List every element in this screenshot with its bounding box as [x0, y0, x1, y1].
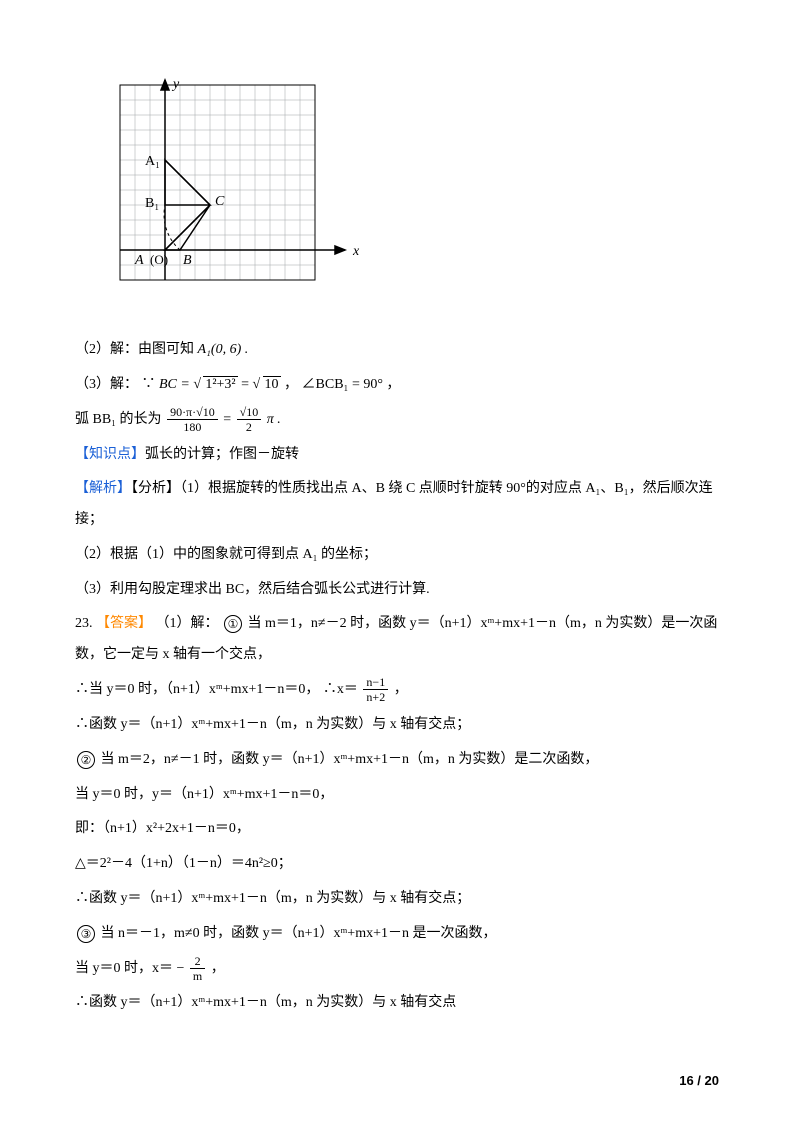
q23-line1: 23. 【答案】 （1）解： ① 当 m＝1，n≠－2 时，函数 y＝（n+1）… [75, 609, 719, 671]
denominator: m [190, 969, 205, 983]
text: ∴当 y＝0 时，（n+1）xᵐ+mx+1－n＝0， ∴x＝ [75, 682, 361, 697]
knowledge-label: 【知识点】 [75, 447, 145, 462]
analysis-line1: 【解析】【分析】（1）根据旋转的性质找出点 A、B 绕 C 点顺时针旋转 90°… [75, 474, 719, 536]
text: 当 m＝2，n≠－1 时，函数 y＝（n+1）xᵐ+mx+1－n（m，n 为实数… [101, 752, 599, 767]
text: 当 y＝0 时，x＝ − [75, 961, 184, 976]
svg-text:A₁: A₁ [145, 154, 160, 169]
analysis-label: 【解析】 [75, 481, 131, 496]
circled-2: ② [77, 751, 95, 769]
svg-text:x: x [352, 244, 360, 259]
analysis-text: 【分析】（1）根据旋转的性质找出点 A、B 绕 C 点顺时针旋转 90°的对应点… [75, 481, 713, 527]
analysis-line2: （2）根据（1）中的图象就可得到点 A₁ 的坐标； [75, 540, 719, 571]
coordinate-graph: x y A₁ B₁ C A (O) B [105, 70, 719, 305]
solution-2: （2）解：由图可知 A₁(0, 6) . [75, 335, 719, 366]
pi: π . [267, 412, 281, 427]
math: BC = [159, 377, 193, 392]
svg-text:B₁: B₁ [145, 196, 159, 211]
q23-line2: ∴当 y＝0 时，（n+1）xᵐ+mx+1－n＝0， ∴x＝ n−1n+2 ， [75, 675, 719, 706]
circled-1: ① [224, 615, 242, 633]
text: （1）解： [156, 616, 219, 631]
page-number: 16 / 20 [679, 1073, 719, 1088]
svg-text:(O): (O) [150, 252, 168, 267]
q23-line3: ∴函数 y＝（n+1）xᵐ+mx+1－n（m，n 为实数）与 x 轴有交点； [75, 710, 719, 741]
denominator: 2 [237, 420, 262, 434]
radicand: 10 [263, 376, 281, 392]
svg-text:A: A [134, 253, 144, 268]
q23-line10: 当 y＝0 时，x＝ − 2m ， [75, 954, 719, 985]
numerator: √10 [237, 405, 262, 420]
svg-text:C: C [215, 194, 225, 209]
text: （3）解： ∵ [75, 377, 156, 392]
page-total: 20 [705, 1073, 719, 1088]
q-number: 23. [75, 616, 93, 631]
page-current: 16 [679, 1073, 693, 1088]
knowledge-text: 弧长的计算；作图－旋转 [145, 447, 299, 462]
answer-label: 【答案】 [96, 616, 152, 631]
q23-line9: ③ 当 n＝－1，m≠0 时，函数 y＝（n+1）xᵐ+mx+1－n 是一次函数… [75, 919, 719, 950]
document-body: （2）解：由图可知 A₁(0, 6) . （3）解： ∵ BC = 1²+3² … [75, 335, 719, 1019]
q23-line8: ∴函数 y＝（n+1）xᵐ+mx+1－n（m，n 为实数）与 x 轴有交点； [75, 884, 719, 915]
q23-line7: △＝2²－4（1+n）（1－n）＝4n²≥0； [75, 849, 719, 880]
q23-line11: ∴函数 y＝（n+1）xᵐ+mx+1－n（m，n 为实数）与 x 轴有交点 [75, 988, 719, 1019]
math: A₁(0, 6) . [198, 342, 249, 357]
denominator: 180 [167, 420, 218, 434]
page-sep: / [694, 1073, 705, 1088]
q23-line4: ② 当 m＝2，n≠－1 时，函数 y＝（n+1）xᵐ+mx+1－n（m，n 为… [75, 745, 719, 776]
circled-3: ③ [77, 925, 95, 943]
analysis-line3: （3）利用勾股定理求出 BC，然后结合弧长公式进行计算. [75, 575, 719, 606]
angle-text: ， ∠BCB₁ = 90° ， [284, 377, 400, 392]
svg-text:B: B [183, 253, 192, 268]
numerator: n−1 [363, 675, 388, 690]
eq: = [223, 412, 234, 427]
q23-line6: 即：（n+1）x²+2x+1－n＝0， [75, 814, 719, 845]
text: ， [394, 682, 408, 697]
numerator: 90·π·√10 [167, 405, 218, 420]
text: 当 n＝－1，m≠0 时，函数 y＝（n+1）xᵐ+mx+1－n 是一次函数， [101, 926, 497, 941]
knowledge-point: 【知识点】弧长的计算；作图－旋转 [75, 440, 719, 471]
text: 弧 BB₁ 的长为 [75, 412, 165, 427]
svg-text:y: y [171, 77, 180, 92]
eq: = [241, 377, 252, 392]
text: ， [211, 961, 225, 976]
radicand: 1²+3² [203, 376, 237, 392]
denominator: n+2 [363, 690, 388, 704]
solution-3-line2: 弧 BB₁ 的长为 90·π·√10180 = √102 π . [75, 405, 719, 436]
q23-line5: 当 y＝0 时，y＝（n+1）xᵐ+mx+1－n＝0， [75, 780, 719, 811]
solution-3-line1: （3）解： ∵ BC = 1²+3² = 10 ， ∠BCB₁ = 90° ， [75, 370, 719, 401]
numerator: 2 [190, 954, 205, 969]
text: （2）解：由图可知 [75, 342, 198, 357]
